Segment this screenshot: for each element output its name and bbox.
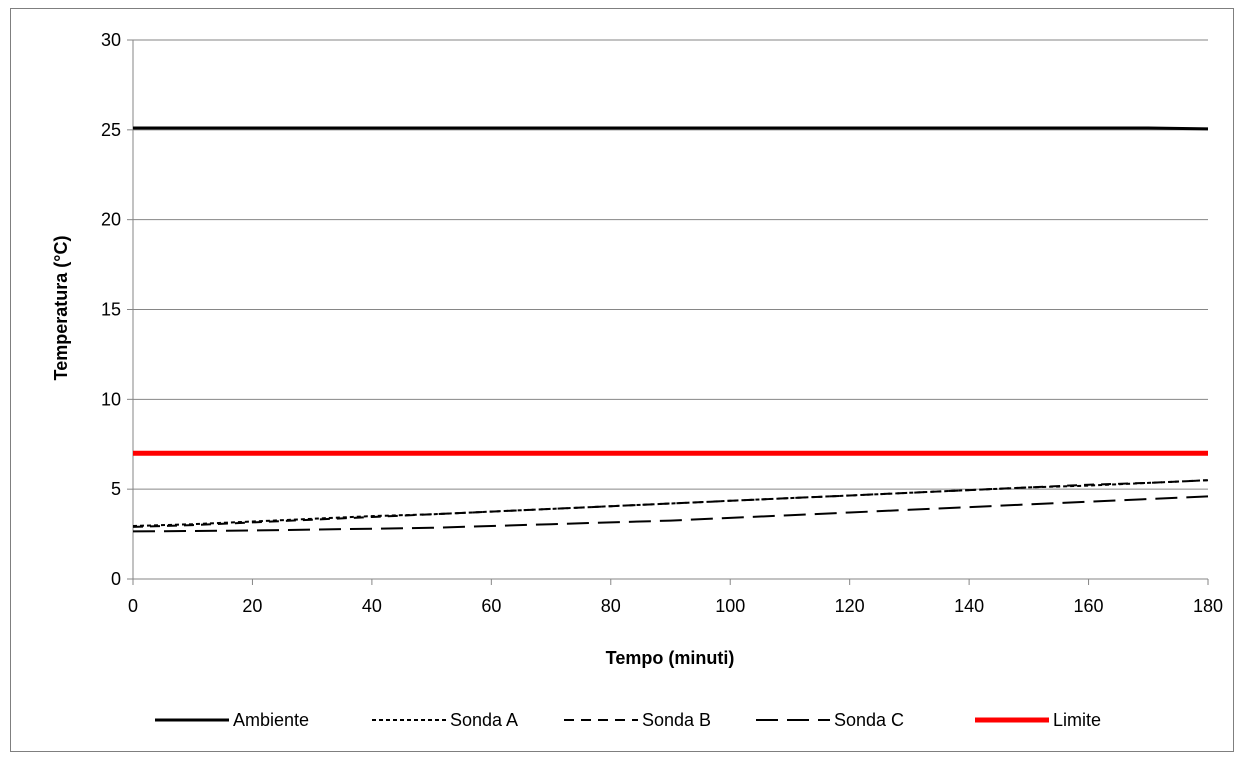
y-tick-label: 0 [111, 569, 121, 589]
axes [127, 39, 1209, 585]
series-lines [132, 126, 1209, 533]
legend-item: Sonda C [756, 710, 904, 730]
x-tick-label: 100 [715, 596, 745, 616]
legend: Ambiente Sonda A Sonda B Sonda C Limite [155, 710, 1101, 730]
gridlines [133, 39, 1208, 490]
y-tick-label: 20 [101, 210, 121, 230]
x-tick-label: 60 [481, 596, 501, 616]
legend-label: Sonda C [834, 710, 904, 730]
x-tick-label: 0 [128, 596, 138, 616]
y-axis-title: Temperatura (°C) [51, 236, 71, 381]
series-line-sonda-c [132, 495, 1209, 533]
x-tick-label: 120 [835, 596, 865, 616]
x-tick-label: 160 [1074, 596, 1104, 616]
legend-item: Ambiente [155, 710, 309, 730]
x-tick-label: 80 [601, 596, 621, 616]
y-tick-label: 5 [111, 479, 121, 499]
y-tick-label: 25 [101, 120, 121, 140]
x-tick-label: 20 [242, 596, 262, 616]
legend-label: Limite [1053, 710, 1101, 730]
legend-item: Sonda A [372, 710, 518, 730]
chart-frame [10, 8, 1234, 752]
y-tick-labels: 0 5 10 15 20 25 30 [101, 30, 121, 589]
legend-label: Sonda B [642, 710, 711, 730]
series-line-ambiente [133, 126, 1209, 131]
x-tick-label: 180 [1193, 596, 1223, 616]
x-axis-title: Tempo (minuti) [606, 648, 735, 668]
x-tick-label: 140 [954, 596, 984, 616]
legend-item: Sonda B [564, 710, 711, 730]
x-tick-label: 40 [362, 596, 382, 616]
x-tick-labels: 0 20 40 60 80 100 120 140 160 180 [128, 596, 1223, 616]
series-line-sonda-b [132, 479, 1209, 528]
legend-label: Ambiente [233, 710, 309, 730]
y-tick-label: 30 [101, 30, 121, 50]
series-line-sonda-a [132, 479, 1209, 527]
y-tick-label: 10 [101, 389, 121, 409]
y-tick-label: 15 [101, 300, 121, 320]
legend-label: Sonda A [450, 710, 518, 730]
legend-item: Limite [975, 710, 1101, 730]
